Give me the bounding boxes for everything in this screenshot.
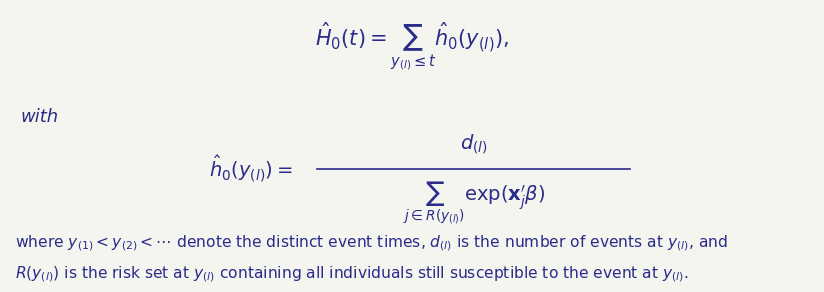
Text: $\sum_{j \in R(y_{(l)})} \exp(\mathbf{x}_j^{\prime}\beta)$: $\sum_{j \in R(y_{(l)})} \exp(\mathbf{x}… bbox=[403, 180, 545, 226]
Text: $d_{(l)}$: $d_{(l)}$ bbox=[460, 133, 488, 156]
Text: with: with bbox=[21, 108, 59, 126]
Text: $\hat{h}_0(y_{(l)}) = $: $\hat{h}_0(y_{(l)}) = $ bbox=[208, 154, 293, 185]
Text: $\hat{H}_0(t) = \sum_{y_{(l)} \leq t} \hat{h}_0(y_{(l)}),$: $\hat{H}_0(t) = \sum_{y_{(l)} \leq t} \h… bbox=[315, 21, 509, 73]
Text: $R(y_{(l)})$ is the risk set at $y_{(l)}$ containing all individuals still susce: $R(y_{(l)})$ is the risk set at $y_{(l)}… bbox=[15, 264, 689, 284]
Text: where $y_{(1)} < y_{(2)} < \cdots$ denote the distinct event times, $d_{(l)}$ is: where $y_{(1)} < y_{(2)} < \cdots$ denot… bbox=[15, 233, 728, 253]
